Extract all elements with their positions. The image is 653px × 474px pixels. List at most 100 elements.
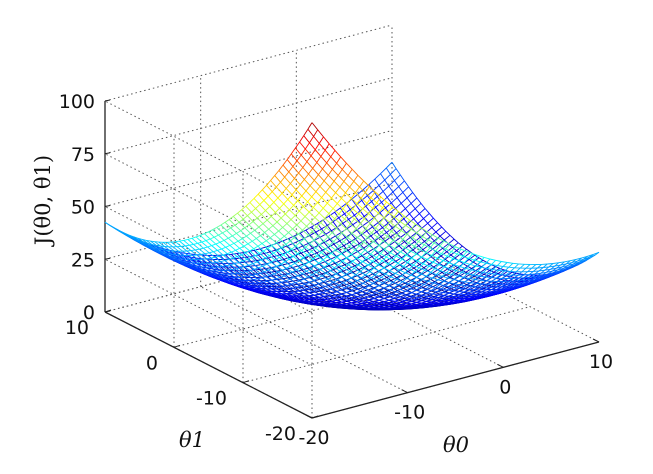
mesh-segment [377,191,384,197]
mesh-segment [292,286,298,289]
mesh-segment [337,270,344,274]
mesh-segment [346,162,353,170]
mesh-segment [241,254,248,260]
mesh-segment [309,180,315,186]
mesh-segment [295,280,300,284]
mesh-segment [238,260,244,263]
mesh-segment [416,227,422,234]
mesh-segment [317,235,325,242]
mesh-segment [293,200,299,206]
mesh-segment [224,219,230,223]
mesh-segment [379,207,386,214]
mesh-segment [443,234,451,241]
mesh-segment [363,180,370,187]
mesh-segment [197,241,202,244]
mesh-segment [244,280,252,284]
mesh-segment [290,292,297,296]
mesh-segment [389,208,396,214]
mesh-segment [280,181,287,189]
mesh-segment [298,260,306,266]
mesh-segment [302,289,309,294]
mesh-segment [293,256,300,262]
mesh-segment [231,249,236,253]
mesh-segment [325,299,332,302]
mesh-segment [237,209,242,214]
mesh-segment [412,245,419,251]
mesh-segment [306,268,311,272]
mesh-segment [291,295,298,299]
mesh-segment [274,269,281,272]
mesh-segment [385,167,391,175]
mesh-segment [306,288,313,292]
mesh-segment [390,289,397,293]
mesh-segment [307,251,312,256]
mesh-segment [293,277,300,282]
mesh-segment [420,203,426,209]
mesh-segment [270,259,276,263]
mesh-segment [299,238,305,243]
mesh-segment [495,259,502,262]
mesh-segment [182,250,189,256]
mesh-segment [304,179,311,187]
mesh-segment [223,270,230,275]
mesh-segment [384,179,390,187]
mesh-segment [387,253,392,258]
mesh-segment [343,245,349,251]
mesh-segment [281,188,287,194]
mesh-segment [369,263,375,268]
mesh-segment [404,241,410,247]
mesh-segment [263,200,271,207]
mesh-segment [301,270,307,274]
mesh-segment [232,257,240,263]
mesh-segment [264,269,269,273]
mesh-segment [376,227,383,233]
mesh-segment [276,290,283,295]
mesh-segment [304,293,311,297]
mesh-segment [360,192,366,199]
mesh-segment [204,252,210,255]
mesh-segment [247,243,255,250]
mesh-segment [373,267,380,272]
mesh-segment [370,191,376,198]
mesh-segment [245,205,252,213]
mesh-segment [306,221,312,227]
mesh-segment [207,262,215,268]
mesh-segment [334,281,341,285]
mesh-segment [291,283,298,288]
mesh-segment [322,202,328,209]
mesh-segment [251,211,258,219]
mesh-segment [317,231,323,237]
mesh-segment [339,207,345,215]
mesh-segment [274,257,280,261]
mesh-segment [430,298,437,301]
mesh-segment [341,228,347,234]
mesh-segment [410,237,415,243]
mesh-segment [164,246,171,252]
mesh-segment [318,293,325,297]
mesh-segment [316,156,322,163]
mesh-segment [302,288,308,291]
mesh-segment [419,264,425,269]
mesh-segment [328,143,336,151]
mesh-segment [402,249,408,255]
mesh-segment [253,279,260,284]
mesh-segment [439,235,445,241]
mesh-segment [349,280,356,284]
mesh-segment [336,289,341,293]
mesh-segment [298,233,305,240]
mesh-segment [279,203,285,209]
mesh-segment [189,244,196,251]
mesh-segment [313,280,320,284]
mesh-segment [232,235,239,242]
mesh-segment [453,279,460,282]
mesh-segment [333,281,340,286]
mesh-segment [250,268,255,272]
mesh-segment [216,227,223,234]
mesh-segment [321,272,327,277]
mesh-segment [171,253,178,259]
mesh-segment [510,267,515,272]
mesh-segment [352,292,357,296]
mesh-segment [205,238,211,242]
mesh-segment [300,264,306,268]
mesh-segment [201,266,208,271]
